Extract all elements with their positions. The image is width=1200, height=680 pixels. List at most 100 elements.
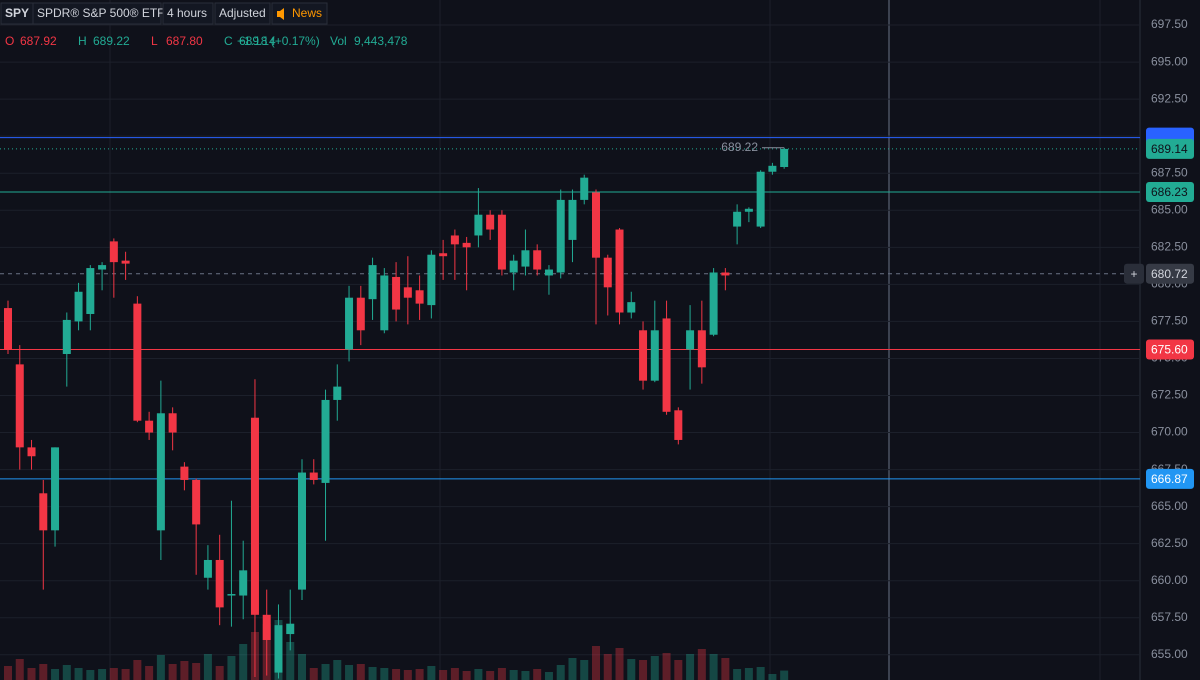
candle-body — [580, 177, 589, 200]
price-tag-label: 675.60 — [1151, 343, 1188, 357]
add-button[interactable] — [1124, 263, 1144, 284]
add-button-icon[interactable]: + — [1130, 267, 1137, 281]
volume-bar — [215, 666, 224, 680]
candle-body — [133, 303, 142, 421]
price-tag-label: 686.23 — [1151, 185, 1188, 199]
vol-key: Vol — [330, 34, 347, 48]
candle-body — [239, 570, 248, 596]
y-tick-label: 682.50 — [1151, 239, 1188, 253]
candle-body — [615, 229, 624, 313]
header-chip[interactable] — [162, 2, 214, 25]
candle-body — [592, 192, 600, 258]
crosshair-tag-label: 680.72 — [1151, 267, 1188, 281]
candle-body — [733, 211, 742, 227]
y-tick-label: 677.50 — [1151, 314, 1188, 328]
candle-body — [168, 413, 177, 433]
header-symbol[interactable]: SPY — [5, 6, 29, 20]
vertical-grid — [109, 0, 1101, 680]
y-tick-label: 697.50 — [1151, 17, 1188, 31]
y-tick-label: 685.00 — [1151, 202, 1188, 216]
volume-bar — [744, 668, 753, 680]
ohlc-value: 687.80 — [166, 34, 203, 48]
volume-bar — [62, 665, 71, 680]
header-name[interactable]: SPDR® S&P 500® ETF — [37, 6, 165, 20]
candle-body — [427, 254, 436, 306]
volume-bar — [168, 664, 177, 680]
volume-bar — [427, 666, 436, 680]
y-tick-label: 660.00 — [1151, 573, 1188, 587]
header-news[interactable]: News — [292, 6, 322, 20]
candle-body — [4, 308, 12, 350]
volume-bar — [86, 670, 95, 680]
volume-bar — [756, 667, 765, 680]
candle-body — [568, 199, 577, 240]
candle-body — [627, 302, 636, 313]
candle-body — [639, 330, 648, 381]
crosshair-tag — [1146, 263, 1194, 284]
header-chip[interactable] — [214, 2, 271, 25]
volume-bar — [450, 668, 459, 680]
candle-body — [286, 623, 295, 635]
candle-body — [109, 241, 118, 263]
volume-bar — [615, 648, 624, 680]
candle-body — [321, 399, 330, 483]
header-chip[interactable] — [271, 2, 328, 25]
change: +1.18 (+0.17%) — [237, 34, 320, 48]
volume-bar — [556, 665, 565, 680]
volume-bar — [345, 665, 354, 680]
volume-bar — [380, 668, 389, 680]
volume-bar — [356, 664, 365, 680]
volume-bar — [392, 669, 401, 680]
candle-body — [192, 479, 201, 525]
volume-bar — [286, 642, 295, 680]
candle-body — [674, 410, 683, 440]
volume-bar — [568, 658, 577, 680]
ohlc-value: 689.22 — [93, 34, 130, 48]
candle-body — [533, 250, 542, 270]
candle-body — [121, 260, 130, 264]
candle-body — [51, 447, 60, 531]
candle-body — [462, 242, 471, 248]
candle-body — [39, 493, 48, 531]
volume-bar — [121, 669, 130, 680]
volume-bar — [321, 664, 330, 680]
price-tag — [1146, 468, 1194, 489]
volume-bar — [462, 671, 471, 680]
candle-body — [709, 272, 718, 335]
volume-bar — [51, 669, 60, 680]
candle-body — [603, 257, 612, 288]
candle-body — [544, 269, 553, 276]
volume-bar — [239, 644, 248, 680]
candle-body — [650, 330, 659, 381]
candle-body — [27, 447, 36, 457]
y-tick-label: 672.50 — [1151, 388, 1188, 402]
volume-bar — [474, 669, 483, 680]
candle-body — [697, 330, 706, 368]
header-chip[interactable] — [32, 2, 162, 25]
candle-body — [262, 614, 271, 640]
ohlc-value: 687.92 — [20, 34, 57, 48]
volume-bar — [227, 656, 236, 680]
price-tag — [1146, 182, 1194, 203]
price-tag — [1146, 339, 1194, 360]
candle-body — [486, 214, 495, 230]
header-adjusted[interactable]: Adjusted — [219, 6, 266, 20]
volume-bar — [768, 674, 777, 680]
ohlc-key: C — [224, 34, 233, 48]
price-tag — [1146, 138, 1194, 159]
volume-bar — [486, 671, 495, 680]
volume-bar — [4, 666, 12, 680]
volume-bar — [674, 660, 683, 680]
candle-body — [145, 420, 154, 433]
y-tick-label: 662.50 — [1151, 536, 1188, 550]
candle-body — [356, 297, 365, 331]
candle-body — [509, 260, 518, 273]
candle-body — [250, 417, 259, 615]
header-interval[interactable]: 4 hours — [167, 6, 207, 20]
candle-body — [298, 472, 306, 590]
candle-body — [497, 214, 506, 270]
volume-bar — [580, 660, 589, 680]
